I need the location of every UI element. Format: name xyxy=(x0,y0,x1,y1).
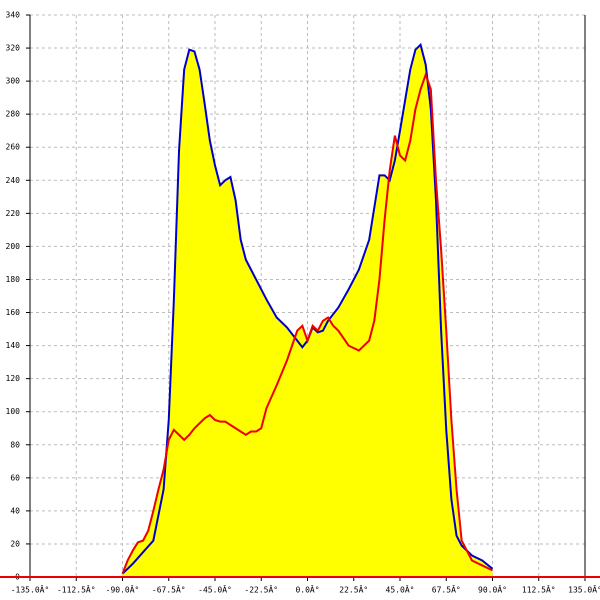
x-tick-label: -90.0Â° xyxy=(106,584,140,595)
x-tick-label: -67.5Â° xyxy=(152,584,186,595)
y-tick-label: 40 xyxy=(10,506,20,515)
x-tick-label: 22.5Â° xyxy=(339,584,368,595)
y-tick-label: 240 xyxy=(6,176,21,185)
x-tick-label: 135.0Â° xyxy=(568,584,600,595)
x-tick-label: 45.0Â° xyxy=(386,584,415,595)
y-tick-label: 200 xyxy=(6,242,21,251)
area-fill xyxy=(122,74,493,577)
x-tick-label: -45.0Â° xyxy=(198,584,232,595)
y-tick-label: 140 xyxy=(6,341,21,350)
x-tick-label: 90.0Â° xyxy=(478,584,507,595)
y-tick-label: 100 xyxy=(6,407,21,416)
x-tick-label: 67.5Â° xyxy=(432,584,461,595)
x-tick-label: 112.5Â° xyxy=(522,584,556,595)
y-tick-label: 260 xyxy=(6,143,21,152)
x-tick-label: -112.5Â° xyxy=(57,584,96,595)
y-tick-label: 80 xyxy=(10,440,20,449)
x-tick-label: -22.5Â° xyxy=(244,584,278,595)
y-tick-label: 60 xyxy=(10,473,20,482)
y-tick-label: 320 xyxy=(6,44,21,53)
y-tick-label: 220 xyxy=(6,209,21,218)
y-tick-label: 160 xyxy=(6,308,21,317)
series-line xyxy=(121,71,493,575)
x-tick-label: 0.0Â° xyxy=(295,584,319,595)
y-tick-label: 340 xyxy=(6,11,21,20)
y-tick-label: 180 xyxy=(6,275,21,284)
y-tick-label: 20 xyxy=(10,539,20,548)
y-tick-label: 120 xyxy=(6,374,21,383)
y-tick-label: 300 xyxy=(6,77,21,86)
y-tick-label: 280 xyxy=(6,110,21,119)
x-tick-label: -135.0Â° xyxy=(11,584,50,595)
